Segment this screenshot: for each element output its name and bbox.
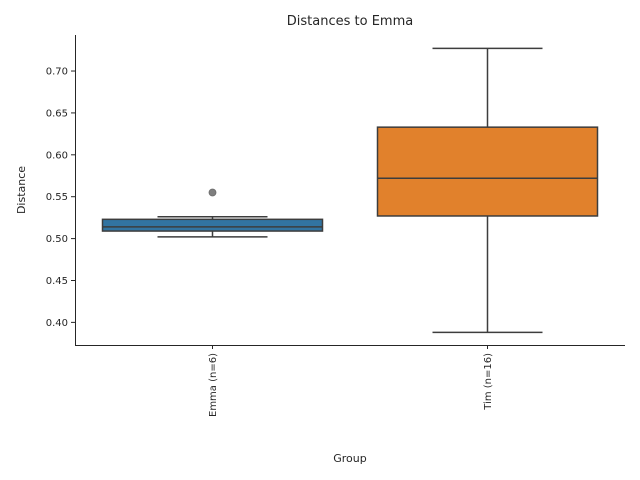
axes: 0.40 0.45 0.50 0.55 0.60 0.65 0.70 Emma (n=6) Ti… [46, 35, 625, 417]
y-tick-label: 0.70 [46, 67, 68, 78]
y-tick-label: 0.55 [46, 192, 68, 203]
x-axis-label: Group [333, 452, 367, 465]
y-tick-label: 0.40 [46, 318, 68, 329]
y-tick-label: 0.45 [46, 276, 68, 287]
box-iqr [101, 218, 324, 232]
x-tick-label: Emma (n=6) [208, 353, 219, 417]
y-tick-label: 0.60 [46, 150, 68, 161]
box-iqr [376, 126, 599, 217]
y-tick-label: 0.65 [46, 108, 68, 119]
chart-title: Distances to Emma [287, 14, 413, 29]
plot-area [101, 47, 599, 334]
y-tick-label: 0.50 [46, 234, 68, 245]
x-tick-label: Tim (n=16) [483, 353, 494, 411]
outlier-point [208, 188, 217, 197]
y-axis-label: Distance [15, 166, 28, 214]
